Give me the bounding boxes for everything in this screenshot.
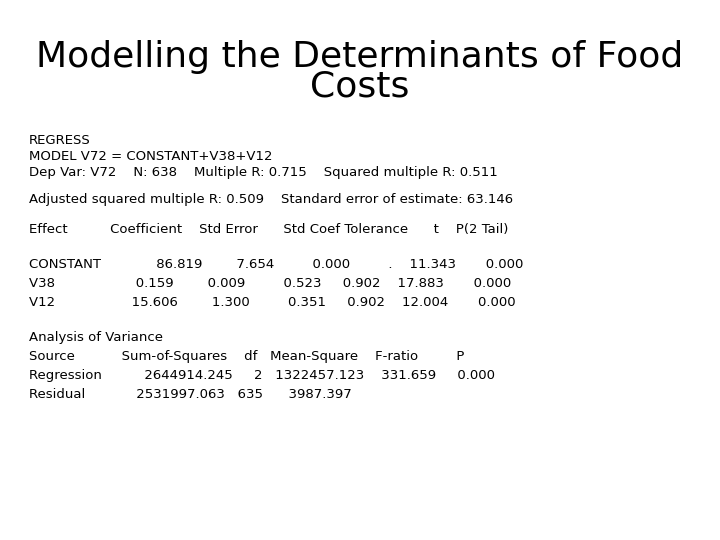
Text: Analysis of Variance: Analysis of Variance bbox=[29, 331, 163, 344]
Text: Adjusted squared multiple R: 0.509    Standard error of estimate: 63.146: Adjusted squared multiple R: 0.509 Stand… bbox=[29, 193, 513, 206]
Text: CONSTANT             86.819        7.654         0.000         .    11.343      : CONSTANT 86.819 7.654 0.000 . 11.343 bbox=[29, 258, 523, 271]
Text: Effect          Coefficient    Std Error      Std Coef Tolerance      t    P(2 T: Effect Coefficient Std Error Std Coef To… bbox=[29, 223, 508, 236]
Text: Modelling the Determinants of Food: Modelling the Determinants of Food bbox=[37, 40, 683, 73]
Text: REGRESS: REGRESS bbox=[29, 134, 91, 147]
Text: V38                   0.159        0.009         0.523     0.902    17.883      : V38 0.159 0.009 0.523 0.902 17.883 bbox=[29, 277, 511, 290]
Text: MODEL V72 = CONSTANT+V38+V12: MODEL V72 = CONSTANT+V38+V12 bbox=[29, 150, 272, 163]
Text: Dep Var: V72    N: 638    Multiple R: 0.715    Squared multiple R: 0.511: Dep Var: V72 N: 638 Multiple R: 0.715 Sq… bbox=[29, 166, 498, 179]
Text: Regression          2644914.245     2   1322457.123    331.659     0.000: Regression 2644914.245 2 1322457.123 331… bbox=[29, 369, 495, 382]
Text: V12                  15.606        1.300         0.351     0.902    12.004      : V12 15.606 1.300 0.351 0.902 12.004 bbox=[29, 296, 516, 309]
Text: Residual            2531997.063   635      3987.397: Residual 2531997.063 635 3987.397 bbox=[29, 388, 351, 401]
Text: Costs: Costs bbox=[310, 70, 410, 103]
Text: Source           Sum-of-Squares    df   Mean-Square    F-ratio         P: Source Sum-of-Squares df Mean-Square F-r… bbox=[29, 350, 464, 363]
